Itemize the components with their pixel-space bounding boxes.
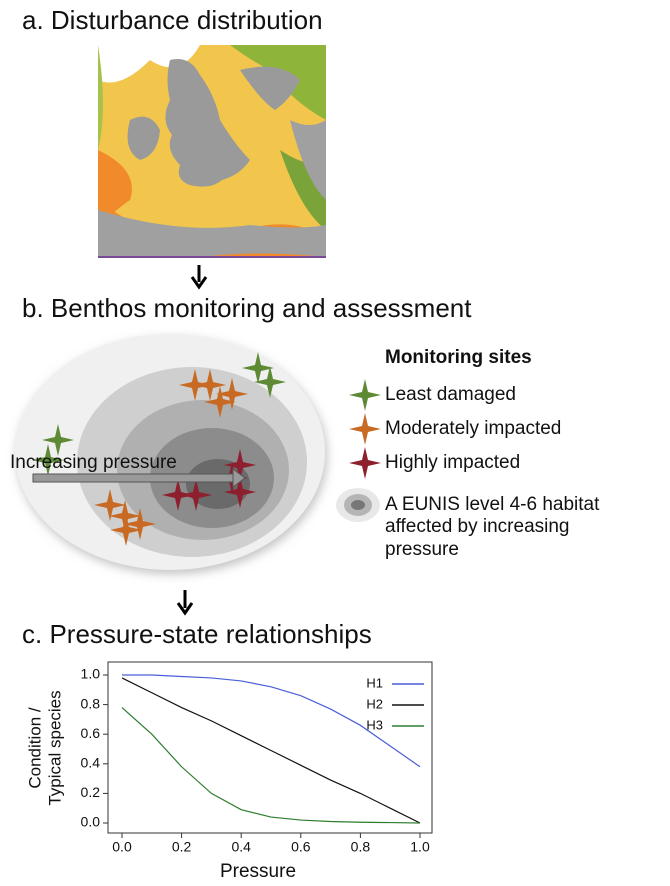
x-tick-label: 0.0 xyxy=(112,839,132,855)
x-tick-label: 0.2 xyxy=(172,839,192,855)
down-arrow xyxy=(192,265,206,287)
habitat-label: affected by increasing xyxy=(385,516,570,537)
map xyxy=(98,45,326,257)
x-tick-label: 0.4 xyxy=(231,839,251,855)
figure: a. Disturbance distribution b. Benthos m… xyxy=(0,0,670,881)
panel-b-title: b. Benthos monitoring and assessment xyxy=(22,293,472,323)
habitat-label: A EUNIS level 4-6 habitat xyxy=(385,494,600,515)
legend-label: Moderately impacted xyxy=(385,418,561,439)
star xyxy=(349,379,381,411)
x-tick-label: 1.0 xyxy=(410,839,430,855)
legend-label: H1 xyxy=(366,675,383,690)
y-tick-label: 0.2 xyxy=(81,784,101,800)
y-axis-label: Typical species xyxy=(45,690,64,805)
legend-label: H2 xyxy=(366,696,383,711)
pressure-label: Increasing pressure xyxy=(10,452,177,473)
habitat-icon xyxy=(336,488,380,522)
y-axis-label: Condition / xyxy=(25,707,44,789)
y-tick-label: 0.4 xyxy=(81,755,101,771)
y-tick-label: 0.6 xyxy=(81,725,101,741)
x-tick-label: 0.6 xyxy=(291,839,311,855)
y-tick-label: 1.0 xyxy=(81,666,101,682)
y-tick-label: 0.8 xyxy=(81,695,101,711)
y-tick-label: 0.0 xyxy=(81,814,101,830)
plot-frame xyxy=(108,662,432,833)
legend-label: H3 xyxy=(366,717,383,732)
star xyxy=(349,413,381,445)
legend-label: Least damaged xyxy=(385,384,516,405)
down-arrow xyxy=(178,590,192,613)
x-axis-label: Pressure xyxy=(220,861,296,881)
chart-title: c. Pressure-state relationships xyxy=(22,619,372,649)
legend-label: Highly impacted xyxy=(385,452,520,473)
legend-title: Monitoring sites xyxy=(385,347,532,368)
x-tick-label: 0.8 xyxy=(351,839,371,855)
star xyxy=(349,447,381,479)
panel-a-title: a. Disturbance distribution xyxy=(22,5,323,35)
habitat-label: pressure xyxy=(385,539,459,560)
